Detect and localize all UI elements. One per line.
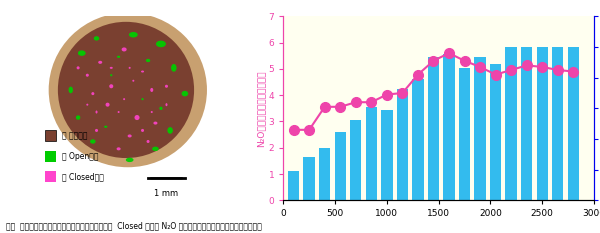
- Ellipse shape: [110, 67, 113, 69]
- Text: ： 固体粒子: ： 固体粒子: [62, 131, 87, 140]
- Ellipse shape: [141, 129, 144, 132]
- Bar: [521, 47, 532, 200]
- Ellipse shape: [142, 98, 143, 100]
- Bar: [443, 55, 455, 200]
- Bar: [365, 107, 377, 200]
- Ellipse shape: [126, 158, 134, 162]
- Ellipse shape: [146, 59, 150, 62]
- Ellipse shape: [117, 56, 120, 58]
- Bar: [568, 47, 579, 200]
- Ellipse shape: [104, 126, 107, 128]
- Bar: [505, 47, 517, 200]
- Bar: [45, 171, 56, 182]
- Ellipse shape: [122, 48, 127, 51]
- Ellipse shape: [159, 107, 163, 110]
- Ellipse shape: [116, 147, 121, 150]
- Ellipse shape: [123, 98, 125, 100]
- Bar: [459, 68, 470, 200]
- Ellipse shape: [86, 74, 89, 77]
- Ellipse shape: [95, 110, 98, 113]
- Ellipse shape: [49, 13, 207, 167]
- Text: 図．  黄色土壌団粒中の孔隙ネットワーク（左）．  Closed 孔隙と N₂O 消去菌の団粒深度プロファイル（右）．: 図． 黄色土壌団粒中の孔隙ネットワーク（左）． Closed 孔隙と N₂O 消…: [6, 222, 262, 231]
- Bar: [288, 171, 299, 200]
- Bar: [397, 89, 408, 200]
- Ellipse shape: [151, 111, 153, 113]
- Text: ： Closed孔隙: ： Closed孔隙: [62, 172, 103, 181]
- Bar: [412, 79, 424, 200]
- Bar: [45, 151, 56, 162]
- Bar: [350, 120, 361, 200]
- Ellipse shape: [98, 61, 102, 64]
- Bar: [304, 157, 315, 200]
- Ellipse shape: [167, 127, 173, 134]
- Ellipse shape: [133, 80, 134, 82]
- Bar: [335, 132, 346, 200]
- Ellipse shape: [171, 64, 176, 72]
- Bar: [381, 110, 392, 200]
- Ellipse shape: [128, 134, 131, 137]
- Bar: [319, 148, 331, 200]
- Ellipse shape: [141, 71, 144, 72]
- Ellipse shape: [90, 139, 95, 144]
- Ellipse shape: [109, 84, 113, 88]
- Bar: [552, 47, 563, 200]
- Text: ： Open孔隙: ： Open孔隙: [62, 152, 98, 161]
- Ellipse shape: [118, 111, 119, 113]
- Ellipse shape: [106, 103, 110, 107]
- Ellipse shape: [154, 122, 157, 125]
- Ellipse shape: [68, 87, 73, 93]
- Bar: [475, 57, 486, 200]
- Ellipse shape: [128, 67, 131, 69]
- Ellipse shape: [129, 32, 138, 38]
- Ellipse shape: [166, 103, 167, 106]
- Ellipse shape: [146, 140, 149, 143]
- Y-axis label: N₂O消去微生物の割合（％）: N₂O消去微生物の割合（％）: [257, 70, 266, 147]
- Ellipse shape: [91, 92, 94, 95]
- Ellipse shape: [58, 22, 194, 158]
- Ellipse shape: [165, 85, 168, 88]
- Ellipse shape: [76, 115, 80, 120]
- Ellipse shape: [78, 50, 86, 56]
- Ellipse shape: [134, 115, 140, 120]
- Bar: [428, 57, 439, 200]
- Ellipse shape: [94, 36, 99, 41]
- Ellipse shape: [156, 41, 166, 47]
- Ellipse shape: [95, 129, 98, 132]
- Bar: [536, 47, 548, 200]
- Ellipse shape: [150, 88, 153, 92]
- Ellipse shape: [110, 74, 112, 76]
- Ellipse shape: [86, 104, 88, 106]
- Bar: [45, 130, 56, 141]
- Text: 1 mm: 1 mm: [154, 189, 179, 198]
- Ellipse shape: [152, 147, 159, 151]
- Ellipse shape: [182, 91, 188, 96]
- Bar: [490, 64, 502, 200]
- Ellipse shape: [77, 66, 80, 69]
